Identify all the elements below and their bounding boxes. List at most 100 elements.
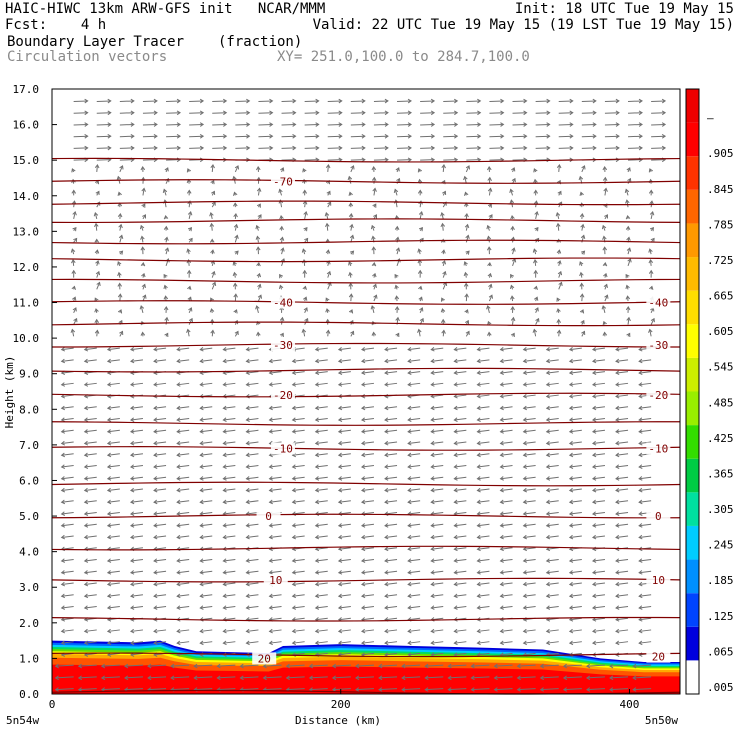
wind-vector-head: [176, 110, 181, 116]
wind-vector-head: [523, 110, 528, 116]
wind-vector-head: [476, 628, 481, 634]
wind-vector-head: [476, 405, 481, 411]
wind-vector: [384, 512, 398, 515]
right-endpoint-label: 5n50w: [645, 714, 678, 727]
wind-vector-head: [477, 98, 482, 104]
wind-vector-head: [407, 558, 412, 563]
wind-vector: [257, 188, 261, 196]
wind-vector: [200, 535, 213, 538]
wind-vector-head: [164, 316, 169, 322]
wind-vector: [130, 582, 144, 585]
contour-label: -30: [273, 339, 293, 352]
wind-vector: [119, 235, 123, 243]
wind-vector: [431, 605, 444, 609]
wind-vector-head: [315, 122, 320, 127]
wind-vector: [500, 406, 513, 409]
wind-vector-head: [407, 581, 412, 587]
wind-vector-head: [278, 199, 284, 204]
wind-vector-head: [615, 605, 620, 610]
wind-vector-head: [430, 546, 435, 552]
wind-vector-head: [245, 487, 250, 493]
wind-vector-head: [153, 464, 158, 469]
wind-vector: [194, 664, 213, 667]
wind-vector-head: [72, 296, 77, 301]
wind-vector-head: [246, 98, 251, 104]
wind-vector: [263, 688, 282, 691]
wind-vector-head: [153, 417, 158, 422]
wind-vector: [523, 429, 536, 433]
wind-vector-head: [176, 581, 181, 587]
wind-vector-head: [441, 260, 447, 265]
wind-vector-head: [384, 133, 389, 139]
wind-vector-head: [292, 110, 297, 116]
y-tick-label: 15.0: [13, 154, 40, 167]
wind-vector-head: [106, 476, 112, 481]
wind-vector-head: [304, 317, 309, 323]
wind-vector-head: [83, 346, 89, 352]
wind-vector-head: [648, 269, 654, 274]
wind-vector-head: [627, 177, 632, 183]
contour-label-bg: [263, 574, 288, 587]
wind-vector-head: [117, 271, 122, 277]
wind-vector: [279, 189, 283, 196]
wind-vector-head: [361, 570, 366, 575]
wind-vector: [84, 594, 97, 597]
wind-vector: [408, 406, 421, 409]
wind-vector-head: [545, 464, 551, 469]
temperature-contour: [51, 545, 681, 551]
temperature-contour: [51, 513, 681, 519]
wind-vector: [269, 429, 282, 433]
wind-vector: [235, 100, 250, 102]
wind-vector: [315, 371, 328, 374]
wind-vector-head: [222, 417, 227, 422]
wind-vector: [592, 558, 605, 562]
wind-vector: [223, 453, 236, 456]
wind-vector-head: [585, 675, 591, 681]
wind-vector-head: [291, 558, 297, 563]
wind-vector: [315, 429, 328, 433]
wind-vector-head: [84, 110, 89, 116]
wind-vector-head: [395, 167, 400, 172]
wind-vector: [246, 418, 259, 421]
wind-vector: [384, 488, 398, 492]
wind-vector: [419, 211, 423, 220]
wind-vector-head: [337, 534, 343, 540]
wind-vector: [256, 236, 259, 243]
wind-vector: [442, 164, 445, 172]
wind-vector-head: [592, 370, 597, 376]
wind-vector: [153, 629, 167, 632]
wind-vector-head: [355, 663, 360, 669]
wind-vector-head: [568, 417, 574, 422]
wind-vector-head: [130, 440, 135, 446]
plot-frame: [51, 88, 681, 695]
wind-vector: [408, 488, 421, 492]
wind-vector-head: [580, 234, 586, 239]
wind-vector-head: [199, 110, 205, 116]
wind-vector: [546, 582, 559, 585]
wind-vector-head: [394, 273, 399, 279]
wind-vector-head: [314, 605, 320, 610]
wind-vector: [292, 453, 305, 456]
wind-vector-head: [477, 133, 482, 139]
wind-vector-head: [463, 271, 469, 277]
wind-vector: [338, 652, 351, 656]
wind-vector: [592, 418, 605, 421]
wind-vector-head: [407, 593, 412, 599]
wind-vector-head: [568, 640, 574, 646]
wind-vector: [431, 406, 444, 409]
wind-vector-head: [453, 523, 458, 528]
wind-vector-head: [83, 640, 89, 646]
wind-vector: [639, 418, 652, 421]
wind-vector-head: [384, 593, 389, 599]
wind-vector-head: [477, 145, 482, 151]
wind-vector-head: [291, 605, 297, 610]
wind-vector-head: [545, 593, 551, 599]
wind-vector-head: [141, 187, 146, 192]
wind-vector: [332, 688, 351, 691]
wind-vector: [338, 418, 351, 421]
wind-vector: [361, 371, 375, 374]
wind-vector: [96, 271, 100, 278]
wind-vector: [512, 248, 515, 255]
wind-vector-head: [453, 393, 458, 399]
wind-vector: [441, 212, 444, 220]
